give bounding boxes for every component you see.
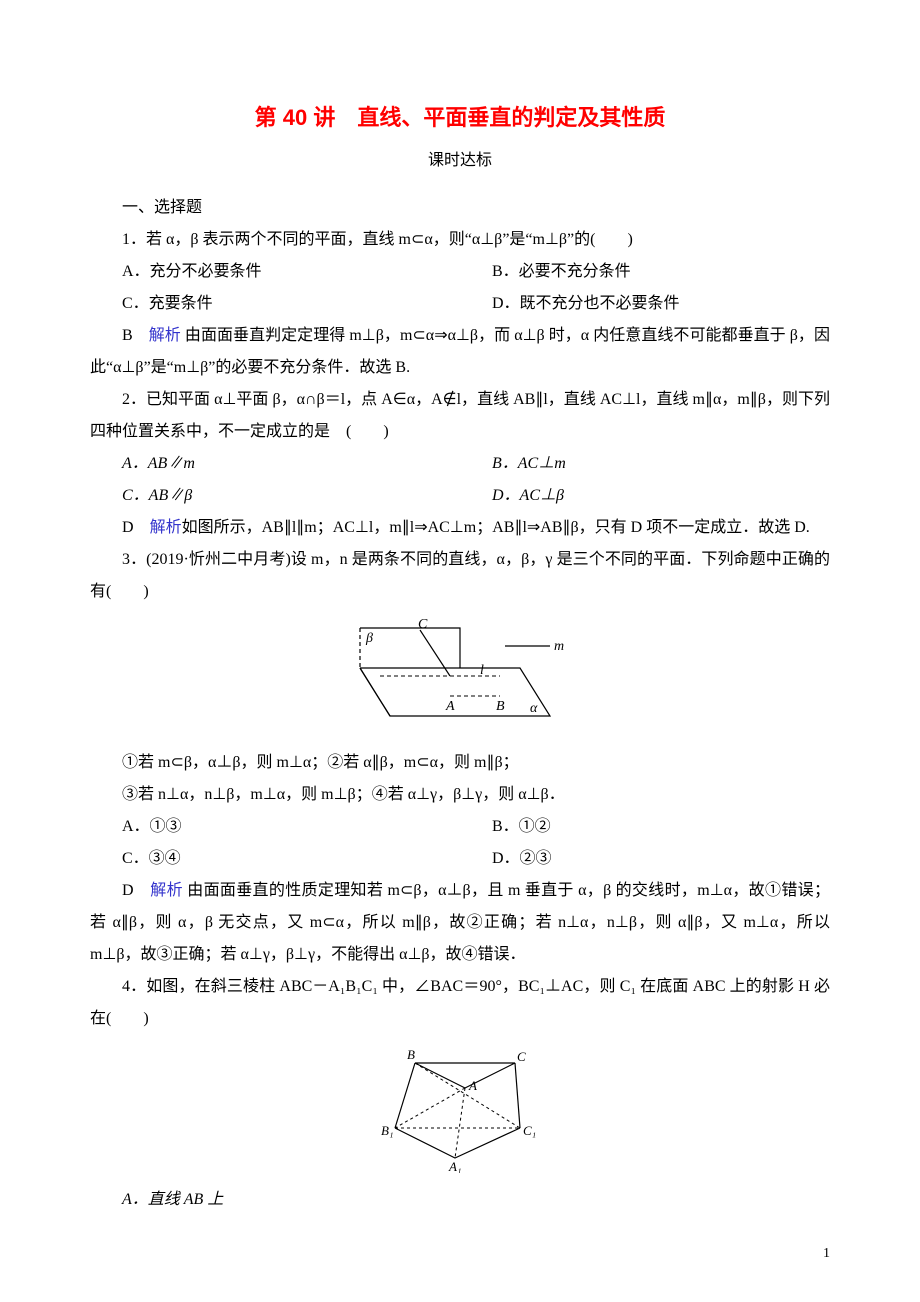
q2-opt-b: B．AC⊥m [460,448,830,480]
svg-text:C₁: C₁ [523,1123,536,1138]
svg-text:C: C [418,617,428,632]
page-number: 1 [823,1246,830,1262]
q3-props-2: ③若 n⊥α，n⊥β，m⊥α，则 m⊥β；④若 α⊥γ，β⊥γ，则 α⊥β． [90,779,830,811]
svg-text:β: β [365,631,373,646]
q2-stem: 2．已知平面 α⊥平面 β，α∩β＝l，点 A∈α，A∉l，直线 AB∥l，直线… [90,384,830,448]
q1-answer-letter: B [122,327,133,344]
subtitle: 课时达标 [90,146,830,170]
svg-text:A: A [445,699,455,714]
q3-opt-d: D．②③ [460,843,830,875]
chapter-title: 第 40 讲 直线、平面垂直的判定及其性质 [90,100,830,132]
svg-text:A: A [468,1078,477,1093]
q2-answer-letter: D [122,519,134,536]
q1-stem: 1．若 α，β 表示两个不同的平面，直线 m⊂α，则“α⊥β”是“m⊥β”的( … [90,224,830,256]
section-heading: 一、选择题 [90,192,830,224]
answer-label: 解析 [150,519,182,536]
q2-opt-a: A．AB∥m [90,448,460,480]
svg-text:m: m [554,639,564,654]
svg-text:l: l [480,663,484,678]
q1-opt-d: D．既不充分也不必要条件 [460,288,830,320]
q3-opt-b: B．①② [460,811,830,843]
q2-answer: D 解析如图所示，AB∥l∥m；AC⊥l，m∥l⇒AC⊥m；AB∥l⇒AB∥β，… [90,512,830,544]
svg-text:A₁: A₁ [448,1159,461,1173]
q1-opt-b: B．必要不充分条件 [460,256,830,288]
q3-options: A．①③ B．①② C．③④ D．②③ [90,811,830,875]
q3-stem: 3．(2019·忻州二中月考)设 m，n 是两条不同的直线，α，β，γ 是三个不… [90,544,830,608]
svg-text:α: α [530,701,538,716]
q2-answer-text: 如图所示，AB∥l∥m；AC⊥l，m∥l⇒AC⊥m；AB∥l⇒AB∥β，只有 D… [182,519,810,536]
q3-props-1: ①若 m⊂β，α⊥β，则 m⊥α；②若 α∥β，m⊂α，则 m∥β； [90,747,830,779]
q3-opt-a: A．①③ [90,811,460,843]
answer-label: 解析 [150,882,183,899]
page: 第 40 讲 直线、平面垂直的判定及其性质 课时达标 一、选择题 1．若 α，β… [0,0,920,1302]
q3-answer: D 解析 由面面垂直的性质定理知若 m⊂β，α⊥β，且 m 垂直于 α，β 的交… [90,875,830,971]
q1-answer-text: 由面面垂直判定定理得 m⊥β，m⊂α⇒α⊥β，而 α⊥β 时，α 内任意直线不可… [90,327,830,376]
q3-answer-text: 由面面垂直的性质定理知若 m⊂β，α⊥β，且 m 垂直于 α，β 的交线时，m⊥… [90,882,830,963]
svg-text:B: B [407,1047,415,1062]
q1-opt-c: C．充要条件 [90,288,460,320]
figure-planes: β C m l A B α [90,616,830,741]
q1-options: A．充分不必要条件 B．必要不充分条件 C．充要条件 D．既不充分也不必要条件 [90,256,830,320]
svg-text:C: C [517,1049,526,1064]
svg-text:B₁: B₁ [381,1123,393,1138]
q2-opt-d: D．AC⊥β [460,480,830,512]
q3-opt-c: C．③④ [90,843,460,875]
figure-prism: B C A B₁ C₁ A₁ [90,1043,830,1178]
q4-stem: 4．如图，在斜三棱柱 ABC－A₁B₁C₁ 中，∠BAC＝90°，BC₁⊥AC，… [90,971,830,1035]
q1-opt-a: A．充分不必要条件 [90,256,460,288]
answer-label: 解析 [149,327,181,344]
q2-options: A．AB∥m B．AC⊥m C．AB∥β D．AC⊥β [90,448,830,512]
svg-text:B: B [496,699,505,714]
q2-opt-c: C．AB∥β [90,480,460,512]
q3-answer-letter: D [122,882,134,899]
q4-opt-a: A．直线 AB 上 [90,1184,830,1216]
q1-answer: B 解析 由面面垂直判定定理得 m⊥β，m⊂α⇒α⊥β，而 α⊥β 时，α 内任… [90,320,830,384]
